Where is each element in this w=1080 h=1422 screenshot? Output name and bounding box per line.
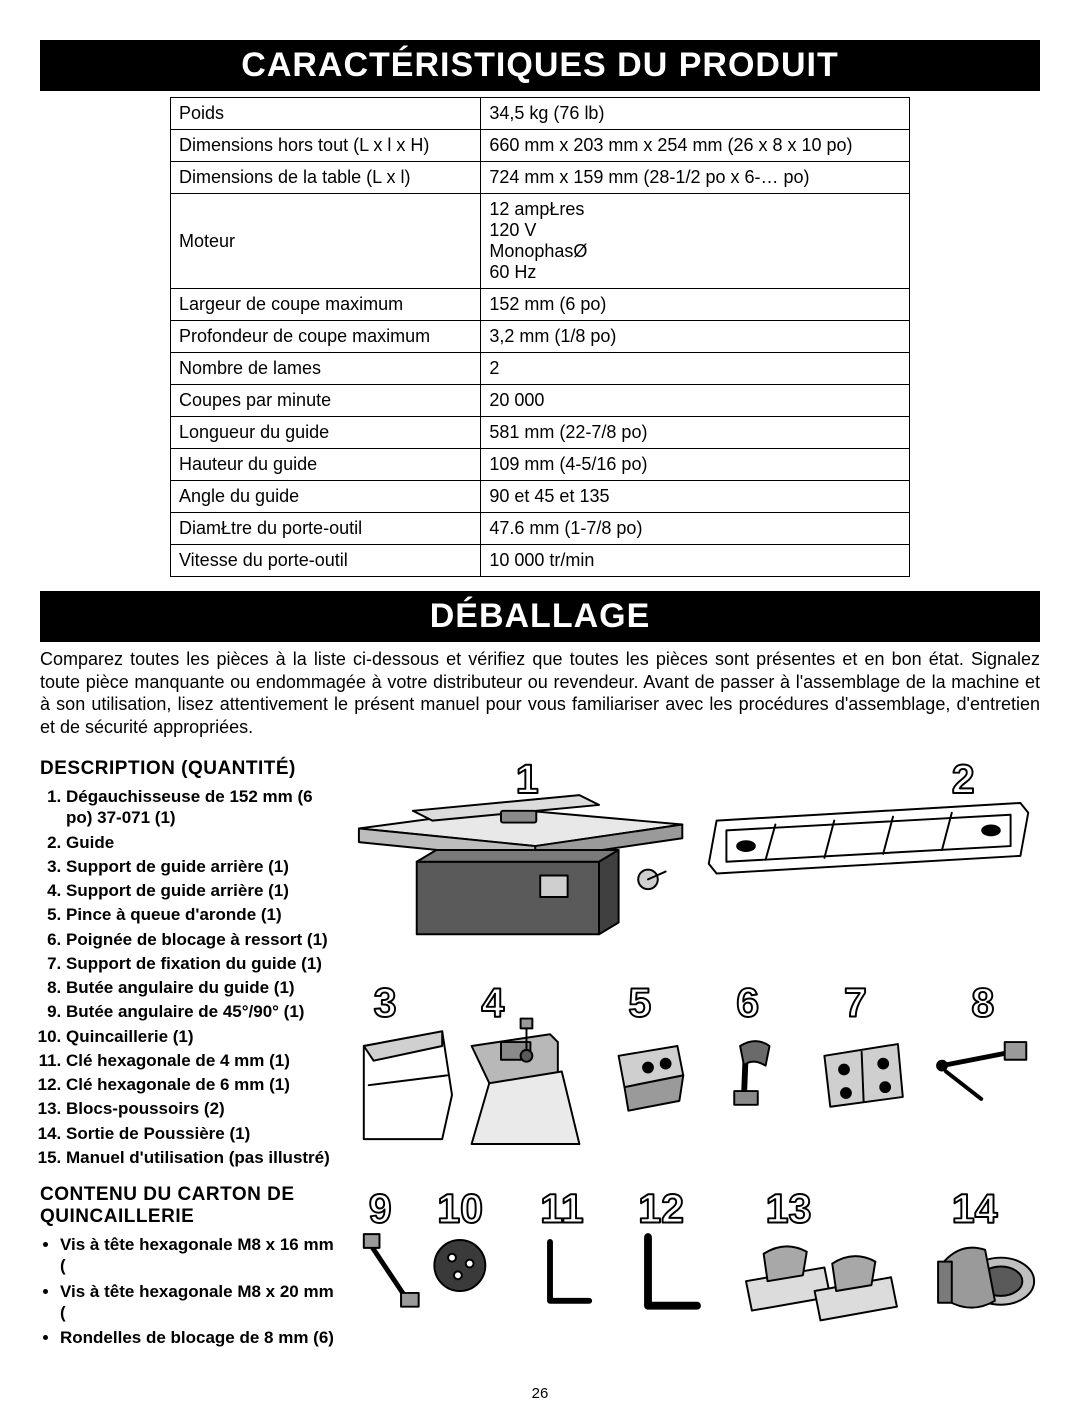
spec-value: 109 mm (4-5/16 po) [481,449,910,481]
spec-row: Poids34,5 kg (76 lb) [171,98,910,130]
intro-paragraph: Comparez toutes les pièces à la liste ci… [40,648,1040,738]
parts-list: Dégauchisseuse de 152 mm (6 po) 37-071 (… [40,786,340,1168]
spec-label: Longueur du guide [171,417,481,449]
parts-list-item: Guide [66,832,340,853]
diagram-label-2: 2 [952,756,975,802]
part-hardware [434,1240,485,1291]
hardware-list-item: Rondelles de blocage de 8 mm (6) [60,1327,340,1348]
diagram-label-13: 13 [766,1185,812,1231]
part-dust-chute [938,1248,1034,1308]
part-rear-bracket-1 [364,1031,452,1139]
heading-hardware-box: CONTENU DU CARTON DE QUINCAILLERIE [40,1184,340,1228]
parts-list-item: Poignée de blocage à ressort (1) [66,929,340,950]
part-jointer [359,795,682,934]
diagram-label-12: 12 [638,1185,684,1231]
diagram-label-9: 9 [369,1185,392,1231]
spec-label: Dimensions de la table (L x l) [171,162,481,194]
spec-label: Hauteur du guide [171,449,481,481]
spec-label: Dimensions hors tout (L x l x H) [171,130,481,162]
spec-row: Angle du guide90 et 45 et 135 [171,481,910,513]
spec-value: 3,2 mm (1/8 po) [481,321,910,353]
part-dovetail-clamp [619,1046,684,1111]
diagram-label-5: 5 [628,980,651,1026]
spec-row: DiamŁtre du porte-outil47.6 mm (1-7/8 po… [171,513,910,545]
part-rear-bracket-2 [472,1019,580,1144]
part-hex-key-4mm [550,1242,589,1301]
spec-row: Dimensions hors tout (L x l x H)660 mm x… [171,130,910,162]
section-heading-unpacking: DÉBALLAGE [40,591,1040,642]
diagram-label-14: 14 [952,1185,998,1231]
parts-list-item: Pince à queue d'aronde (1) [66,904,340,925]
part-angle-stop [937,1042,1026,1099]
diagram-label-6: 6 [736,980,759,1026]
parts-list-item: Clé hexagonale de 4 mm (1) [66,1050,340,1071]
spec-row: Profondeur de coupe maximum3,2 mm (1/8 p… [171,321,910,353]
page-number: 26 [40,1385,1040,1402]
spec-table: Poids34,5 kg (76 lb)Dimensions hors tout… [170,97,910,577]
parts-list-item: Sortie de Poussière (1) [66,1123,340,1144]
spec-row: Nombre de lames2 [171,353,910,385]
parts-list-item: Butée angulaire de 45°/90° (1) [66,1001,340,1022]
diagram-label-11: 11 [540,1185,584,1231]
part-lock-handle [734,1041,769,1105]
hardware-list-item: Vis à tête hexagonale M8 x 16 mm ( [60,1234,340,1277]
diagram-label-4: 4 [481,980,504,1026]
heading-description-qty: DESCRIPTION (QUANTITÉ) [40,758,340,780]
part-fence-mount-bracket [824,1044,902,1107]
spec-row: Dimensions de la table (L x l)724 mm x 1… [171,162,910,194]
parts-list-item: Support de guide arrière (1) [66,880,340,901]
spec-value: 90 et 45 et 135 [481,481,910,513]
spec-row: Coupes par minute20 000 [171,385,910,417]
parts-list-item: Clé hexagonale de 6 mm (1) [66,1074,340,1095]
parts-diagram: 1 2 [340,752,1040,1365]
spec-row: Hauteur du guide109 mm (4-5/16 po) [171,449,910,481]
diagram-label-10: 10 [437,1185,483,1231]
hardware-list: Vis à tête hexagonale M8 x 16 mm (Vis à … [40,1234,340,1348]
part-push-blocks [746,1246,897,1320]
spec-value: 660 mm x 203 mm x 254 mm (26 x 8 x 10 po… [481,130,910,162]
spec-row: Vitesse du porte-outil10 000 tr/min [171,545,910,577]
part-hex-key-6mm [648,1237,697,1306]
hardware-list-item: Vis à tête hexagonale M8 x 20 mm ( [60,1281,340,1324]
parts-list-item: Blocs-poussoirs (2) [66,1098,340,1119]
spec-label: Largeur de coupe maximum [171,289,481,321]
parts-list-item: Dégauchisseuse de 152 mm (6 po) 37-071 (… [66,786,340,829]
spec-value: 47.6 mm (1-7/8 po) [481,513,910,545]
spec-label: Vitesse du porte-outil [171,545,481,577]
spec-value: 152 mm (6 po) [481,289,910,321]
parts-list-item: Support de fixation du guide (1) [66,953,340,974]
parts-list-item: Quincaillerie (1) [66,1026,340,1047]
diagram-label-8: 8 [971,980,994,1026]
spec-label: Poids [171,98,481,130]
spec-row: Moteur12 ampŁres 120 V MonophasØ 60 Hz [171,194,910,289]
parts-list-item: Manuel d'utilisation (pas illustré) [66,1147,340,1168]
spec-label: Moteur [171,194,481,289]
parts-list-item: Support de guide arrière (1) [66,856,340,877]
spec-value: 581 mm (22-7/8 po) [481,417,910,449]
spec-label: Nombre de lames [171,353,481,385]
spec-value: 2 [481,353,910,385]
spec-row: Longueur du guide581 mm (22-7/8 po) [171,417,910,449]
part-45-90-stop [364,1234,419,1307]
section-heading-specs: CARACTÉRISTIQUES DU PRODUIT [40,40,1040,91]
spec-value: 34,5 kg (76 lb) [481,98,910,130]
spec-label: Angle du guide [171,481,481,513]
spec-label: DiamŁtre du porte-outil [171,513,481,545]
spec-label: Profondeur de coupe maximum [171,321,481,353]
spec-label: Coupes par minute [171,385,481,417]
diagram-label-3: 3 [374,980,397,1026]
spec-row: Largeur de coupe maximum152 mm (6 po) [171,289,910,321]
diagram-label-7: 7 [844,980,867,1026]
spec-value: 724 mm x 159 mm (28-1/2 po x 6-… po) [481,162,910,194]
spec-value: 20 000 [481,385,910,417]
spec-value: 10 000 tr/min [481,545,910,577]
spec-value: 12 ampŁres 120 V MonophasØ 60 Hz [481,194,910,289]
part-fence [709,803,1028,874]
parts-list-item: Butée angulaire du guide (1) [66,977,340,998]
diagram-label-1: 1 [516,756,539,802]
